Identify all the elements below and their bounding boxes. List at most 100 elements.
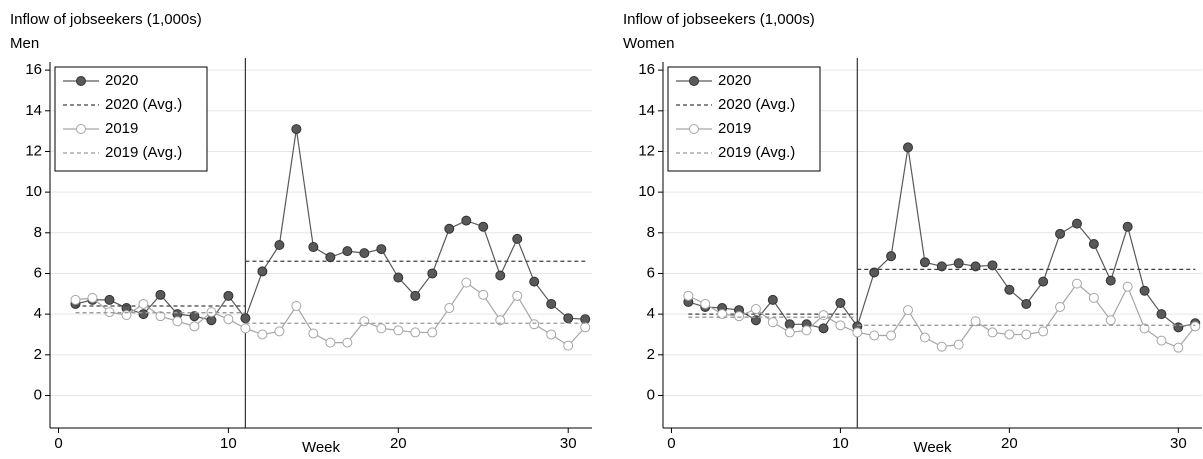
data-point	[580, 322, 591, 333]
data-point	[1156, 335, 1167, 346]
data-point	[903, 305, 913, 316]
data-point	[919, 332, 930, 343]
data-point	[750, 304, 761, 315]
y-tick-label: 6	[647, 264, 655, 281]
data-point	[240, 313, 251, 324]
data-point	[104, 294, 115, 305]
data-point	[291, 301, 302, 311]
data-point	[461, 215, 472, 226]
series-line	[75, 260, 586, 307]
data-point	[970, 316, 981, 327]
chart-subtitle: Women	[623, 35, 674, 52]
y-tick-label: 12	[638, 142, 655, 159]
data-point	[734, 311, 745, 322]
data-point	[325, 337, 336, 348]
data-point	[835, 297, 846, 308]
data-point	[869, 267, 880, 278]
data-point	[750, 315, 761, 326]
y-tick-label: 8	[34, 224, 42, 241]
data-point	[869, 330, 880, 341]
data-point	[223, 314, 234, 325]
chart-subtitle: Men	[10, 35, 39, 52]
data-point	[818, 323, 829, 334]
data-point	[138, 309, 149, 320]
data-point	[495, 270, 506, 281]
data-point	[886, 251, 897, 262]
legend-label: 2019 (Avg.)	[718, 144, 795, 161]
y-tick-label: 10	[25, 183, 42, 200]
data-point	[717, 309, 728, 320]
data-point	[427, 327, 438, 338]
data-point	[444, 303, 455, 314]
data-point	[546, 298, 557, 309]
data-point	[393, 272, 404, 283]
legend-label: 2020 (Avg.)	[718, 96, 795, 113]
data-point	[919, 257, 930, 268]
data-point	[342, 337, 353, 348]
data-point	[784, 327, 795, 338]
data-point	[1139, 323, 1150, 334]
data-point	[1021, 298, 1032, 309]
x-axis-label: Week	[302, 439, 341, 456]
data-point	[700, 298, 711, 309]
data-point	[1105, 315, 1116, 326]
data-point	[155, 311, 166, 322]
chart-title: Inflow of jobseekers (1,000s)	[10, 11, 202, 28]
legend-label: 2019	[105, 120, 138, 137]
data-point	[138, 298, 149, 309]
data-point	[818, 310, 829, 321]
y-tick-label: 0	[647, 386, 655, 403]
data-point	[376, 323, 387, 334]
data-point	[767, 317, 778, 328]
data-point	[1004, 284, 1015, 295]
data-point	[835, 320, 846, 331]
data-point	[903, 142, 913, 153]
data-point	[1055, 228, 1066, 239]
legend-marker	[76, 76, 86, 86]
x-tick-label: 20	[1001, 435, 1018, 452]
x-tick-label: 0	[667, 435, 675, 452]
data-point	[495, 315, 506, 326]
y-tick-label: 14	[638, 102, 655, 119]
data-point	[274, 240, 285, 250]
data-point	[223, 290, 234, 301]
data-point	[1038, 326, 1049, 337]
legend-marker	[689, 76, 699, 86]
x-tick-label: 20	[390, 435, 407, 452]
data-point	[189, 321, 200, 332]
data-point	[121, 310, 132, 321]
data-point	[953, 258, 964, 269]
legend-label: 2019	[718, 120, 751, 137]
x-tick-label: 30	[560, 435, 577, 452]
data-point	[801, 325, 812, 336]
y-tick-label: 12	[25, 142, 42, 159]
data-point	[155, 289, 166, 300]
data-point	[886, 330, 897, 341]
data-point	[1105, 275, 1116, 286]
y-tick-label: 4	[647, 305, 655, 322]
data-point	[1173, 342, 1184, 353]
series-line	[688, 147, 1196, 330]
legend-label: 2019 (Avg.)	[105, 144, 182, 161]
data-point	[257, 329, 268, 340]
data-point	[1156, 309, 1167, 320]
y-tick-label: 2	[647, 346, 655, 363]
data-point	[87, 292, 98, 303]
data-point	[936, 341, 947, 352]
data-point	[308, 328, 319, 339]
x-tick-label: 10	[220, 435, 237, 452]
y-tick-label: 16	[638, 61, 655, 78]
data-point	[1004, 329, 1015, 340]
legend-marker	[689, 124, 699, 134]
data-point	[1071, 218, 1082, 229]
data-point	[189, 311, 200, 322]
data-point	[1122, 281, 1133, 292]
data-point	[852, 327, 863, 338]
legend-label: 2020	[718, 72, 751, 89]
x-tick-label: 0	[54, 435, 62, 452]
data-point	[257, 266, 268, 277]
legend-label: 2020	[105, 72, 138, 89]
chart-title: Inflow of jobseekers (1,000s)	[623, 11, 815, 28]
